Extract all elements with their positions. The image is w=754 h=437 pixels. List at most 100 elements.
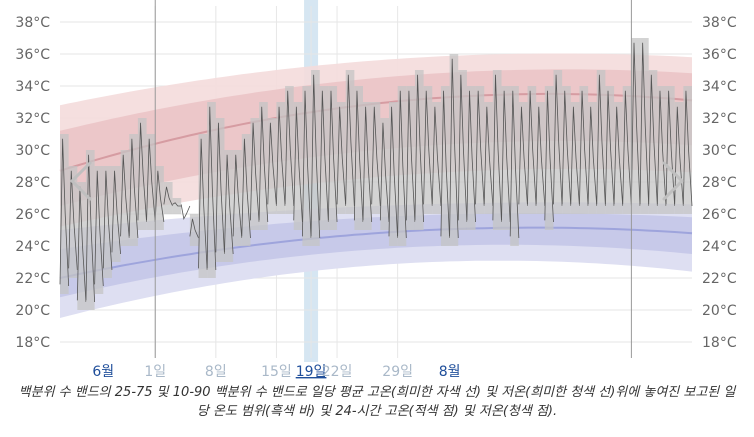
daily-range-bar	[302, 86, 312, 246]
hourly-temp-trace	[449, 58, 459, 239]
daily-range-bar	[666, 86, 675, 214]
daily-range-bar	[588, 102, 597, 214]
x-month-label: 6월	[92, 364, 114, 380]
hourly-temp-trace	[570, 106, 580, 207]
daily-range-bar	[657, 86, 667, 214]
daily-range-bar	[129, 134, 138, 246]
hourly-temp-trace	[587, 106, 598, 207]
daily-range-bar	[596, 70, 606, 214]
daily-range-bars	[59, 38, 693, 310]
x-day-label: 8일	[205, 364, 227, 380]
hourly-temp-trace	[622, 90, 632, 207]
hourly-temp-trace	[648, 74, 658, 207]
daily-range-bar	[146, 134, 156, 230]
daily-range-bar	[103, 166, 112, 278]
y-tick-label-right: 22°C	[702, 271, 737, 287]
hourly-temp-trace	[146, 138, 156, 223]
hourly-temp-trace	[362, 106, 373, 223]
daily-range-bar	[224, 150, 234, 262]
hourly-temp-trace	[553, 74, 563, 207]
daily-range-bar	[501, 86, 511, 230]
hourly-temp-trace	[94, 170, 104, 287]
y-tick-label-left: 38°C	[15, 15, 50, 31]
y-tick-label-right: 34°C	[702, 79, 737, 95]
hourly-temp-trace	[440, 90, 450, 239]
daily-range-bar	[172, 198, 182, 214]
daily-range-bar	[371, 102, 381, 214]
hourly-temp-trace	[258, 106, 269, 223]
x-month-label: 8월	[439, 364, 461, 380]
daily-range-bar	[311, 70, 320, 246]
hourly-temp-trace	[85, 154, 96, 303]
daily-range-bar	[250, 118, 260, 230]
daily-range-bar	[285, 86, 294, 214]
x-day-label: 15일	[261, 364, 292, 380]
hourly-temp-trace	[163, 186, 173, 207]
daily-range-bar	[510, 86, 519, 246]
chevron-right-icon[interactable]	[662, 161, 685, 201]
hourly-temp-trace	[310, 74, 321, 239]
hourly-temp-trace	[302, 90, 312, 239]
hourly-temp-trace	[120, 154, 130, 239]
daily-range-bar	[605, 86, 615, 214]
daily-range-bar	[363, 102, 372, 230]
hourly-temp-trace	[353, 90, 364, 223]
hourly-temp-trace	[457, 74, 468, 223]
hourly-temp-trace	[665, 90, 676, 207]
hourly-temp-trace	[414, 74, 425, 223]
daily-range-bar	[345, 70, 355, 214]
prev-button[interactable]	[69, 161, 92, 201]
hourly-temp-trace	[59, 138, 70, 287]
daily-range-bar	[337, 102, 346, 214]
daily-range-bar	[267, 118, 277, 214]
daily-range-bar	[233, 150, 242, 246]
daily-range-bar	[466, 86, 476, 230]
y-tick-label-right: 38°C	[702, 15, 737, 31]
hourly-temp-trace	[527, 90, 537, 207]
hourly-temp-trace	[224, 154, 234, 255]
month-dividers	[154, 0, 632, 358]
chart-svg: 38°C 36°C 34°C 32°C 30°C 28°C 26°C 24°C 22°C 20°C…	[15, 0, 737, 380]
y-tick-label-right: 24°C	[702, 239, 737, 255]
hourly-temp-trace	[215, 122, 225, 255]
daily-range-bar	[259, 102, 268, 230]
hourly-temp-trace	[639, 42, 650, 207]
x-day-label: 22일	[322, 364, 353, 380]
hourly-temp-trace	[656, 90, 667, 207]
x-day-label: 19일	[296, 364, 327, 380]
hourly-temp-trace	[276, 106, 286, 207]
daily-range-bar	[640, 38, 649, 214]
hourly-temp-trace	[189, 218, 199, 239]
hourly-temp-trace	[579, 90, 589, 207]
daily-range-bar	[85, 150, 95, 310]
daily-range-bar	[68, 166, 78, 278]
daily-range-bar	[562, 86, 571, 214]
daily-range-bar	[449, 54, 459, 246]
daily-range-bar	[414, 70, 424, 230]
chevron-left-icon[interactable]	[69, 161, 92, 201]
hourly-temp-trace	[172, 202, 182, 207]
next-button[interactable]	[662, 161, 685, 201]
hourly-temp-trace	[345, 74, 355, 207]
hourly-temp-trace	[180, 204, 191, 220]
y-tick-label-right: 18°C	[702, 335, 737, 351]
hourly-temp-trace	[128, 138, 139, 239]
daily-range-bar	[137, 118, 147, 230]
hourly-temp-trace	[154, 170, 165, 223]
y-tick-label-left: 28°C	[15, 175, 50, 191]
daily-range-bar	[163, 182, 173, 214]
daily-range-bar	[475, 86, 485, 214]
daily-range-bar	[648, 70, 658, 214]
daily-range-bar	[432, 102, 441, 214]
y-tick-label-left: 22°C	[15, 271, 50, 287]
hourly-temp-trace	[501, 90, 511, 223]
daily-range-bar	[354, 86, 364, 230]
hourly-temp-trace	[397, 90, 407, 239]
hourly-temp-trace	[466, 90, 476, 223]
hourly-temp-trace	[137, 122, 147, 223]
hourly-temp-trace	[232, 154, 243, 239]
hourly-temp-trace	[336, 106, 347, 207]
y-tick-label-right: 26°C	[702, 207, 737, 223]
hourly-temp-trace	[475, 90, 485, 207]
